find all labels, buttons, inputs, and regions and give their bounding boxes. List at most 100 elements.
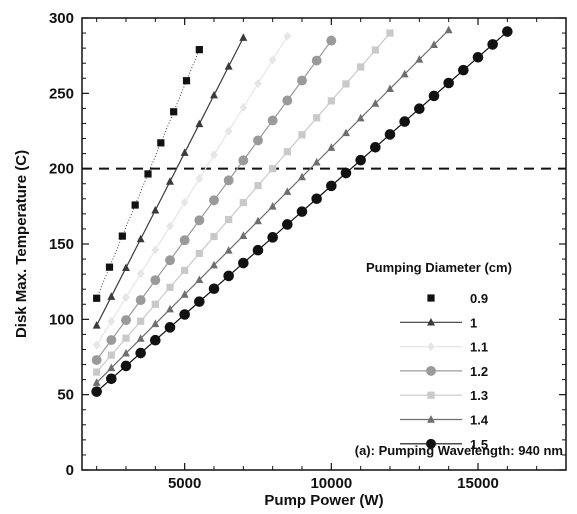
legend-title: Pumping Diameter (cm) bbox=[366, 260, 512, 275]
data-point bbox=[179, 309, 190, 320]
data-point bbox=[92, 340, 101, 350]
data-point bbox=[370, 142, 381, 153]
data-point bbox=[443, 77, 454, 89]
data-point bbox=[283, 148, 291, 156]
y-tick-label: 200 bbox=[49, 161, 74, 178]
y-axis-label: Disk Max. Temperature (C) bbox=[13, 150, 30, 338]
data-point bbox=[195, 119, 204, 128]
legend-item: 0.9 bbox=[427, 291, 488, 306]
legend-marker bbox=[427, 391, 435, 399]
data-point bbox=[326, 35, 337, 46]
y-tick-label: 150 bbox=[49, 236, 74, 253]
series-line bbox=[96, 35, 288, 346]
data-point bbox=[399, 116, 410, 127]
y-tick-label: 100 bbox=[49, 311, 74, 328]
data-point bbox=[107, 351, 115, 359]
data-point bbox=[208, 283, 220, 295]
data-point bbox=[428, 90, 440, 102]
y-tick-label: 300 bbox=[49, 10, 74, 27]
data-point bbox=[122, 348, 130, 357]
data-point bbox=[502, 26, 513, 37]
legend-marker bbox=[427, 294, 435, 302]
data-point bbox=[269, 165, 277, 173]
data-point bbox=[384, 129, 396, 140]
data-point bbox=[164, 322, 176, 333]
data-point bbox=[209, 195, 219, 206]
data-point bbox=[151, 300, 159, 308]
data-point bbox=[415, 55, 424, 63]
data-point bbox=[283, 31, 292, 41]
data-point bbox=[311, 193, 322, 205]
data-point bbox=[165, 255, 175, 266]
legend-item: 1.2 bbox=[400, 364, 488, 379]
data-point bbox=[472, 51, 484, 63]
legend-marker bbox=[426, 365, 436, 376]
data-point bbox=[268, 202, 277, 210]
data-point bbox=[135, 347, 146, 359]
series-0.9 bbox=[93, 46, 203, 302]
data-point bbox=[282, 219, 293, 230]
data-point bbox=[430, 40, 438, 48]
legend-marker bbox=[427, 317, 435, 326]
x-tick-label: 15000 bbox=[457, 475, 499, 492]
data-point bbox=[254, 79, 262, 89]
data-point bbox=[224, 62, 233, 70]
data-point bbox=[239, 198, 247, 207]
data-point bbox=[458, 64, 469, 76]
legend-label: 1.4 bbox=[470, 413, 489, 428]
data-point bbox=[312, 157, 321, 166]
data-point bbox=[327, 143, 336, 151]
legend-label: 1.5 bbox=[470, 437, 488, 452]
data-point bbox=[340, 167, 352, 179]
data-point bbox=[91, 355, 102, 365]
data-point bbox=[327, 97, 335, 105]
data-point bbox=[283, 187, 292, 195]
data-point bbox=[357, 63, 365, 71]
data-point bbox=[92, 378, 101, 386]
data-point bbox=[254, 216, 262, 225]
data-point bbox=[239, 33, 248, 41]
data-point bbox=[223, 270, 234, 282]
data-point bbox=[122, 292, 130, 302]
series-1.3 bbox=[93, 29, 394, 376]
data-point bbox=[122, 263, 130, 272]
data-point bbox=[267, 232, 278, 243]
data-point bbox=[137, 317, 145, 325]
data-point bbox=[311, 55, 322, 66]
data-point bbox=[180, 148, 189, 156]
data-point bbox=[118, 232, 126, 240]
x-axis-label: Pump Power (W) bbox=[264, 492, 383, 509]
data-point bbox=[151, 245, 160, 255]
data-point bbox=[93, 368, 101, 376]
data-point bbox=[355, 154, 366, 166]
data-point bbox=[326, 180, 337, 192]
data-point bbox=[151, 205, 160, 214]
data-point bbox=[487, 39, 498, 50]
data-point bbox=[282, 95, 293, 106]
y-tick-label: 250 bbox=[49, 85, 74, 102]
legend-item: 1.5 bbox=[400, 437, 488, 452]
data-point bbox=[444, 25, 453, 34]
data-point bbox=[122, 334, 130, 342]
series-1.5 bbox=[91, 26, 513, 397]
data-point bbox=[106, 335, 117, 345]
data-point bbox=[182, 77, 191, 85]
legend-marker bbox=[427, 342, 435, 352]
legend-item: 1.4 bbox=[400, 413, 489, 428]
plot-area: 0 50 100 150 200 250 300 5000 10000 15000 bbox=[49, 10, 567, 492]
data-point bbox=[210, 260, 218, 269]
legend-marker bbox=[427, 415, 435, 423]
legend-label: 1.2 bbox=[470, 364, 488, 379]
data-point bbox=[136, 234, 145, 243]
data-point bbox=[252, 244, 264, 256]
data-point bbox=[181, 266, 189, 274]
data-point bbox=[224, 246, 233, 254]
series-1.4 bbox=[92, 25, 453, 386]
data-point bbox=[170, 108, 178, 116]
data-point bbox=[150, 334, 161, 346]
data-point bbox=[386, 29, 394, 37]
plot-frame bbox=[81, 17, 567, 471]
data-point bbox=[210, 90, 218, 99]
legend-item: 1.3 bbox=[400, 388, 488, 403]
